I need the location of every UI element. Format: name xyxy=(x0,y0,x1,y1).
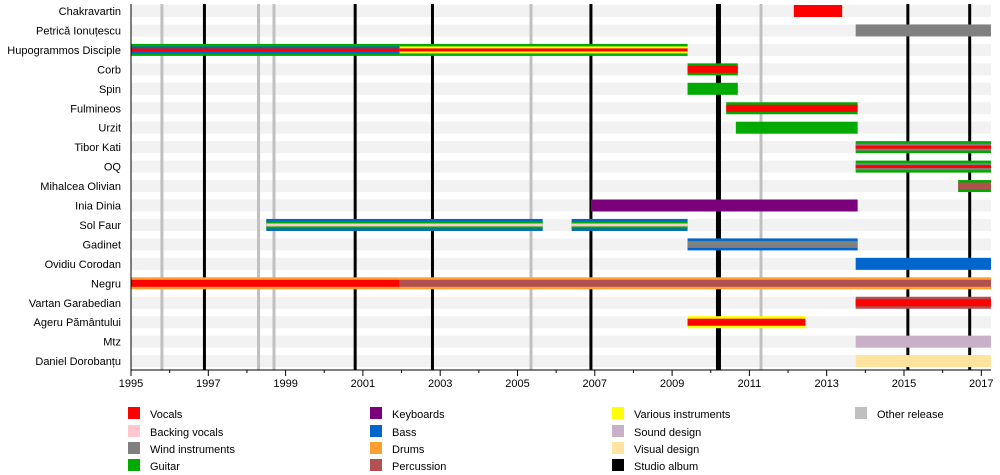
x-tick-label: 2015 xyxy=(892,378,916,390)
legend-swatch xyxy=(370,442,382,454)
legend-label: Percussion xyxy=(392,461,446,473)
x-tick-label: 1995 xyxy=(119,378,143,390)
x-tick-label: 2005 xyxy=(505,378,529,390)
member-label: Sol Faur xyxy=(79,220,121,232)
legend-label: Wind instruments xyxy=(150,444,235,456)
member-bar-percussion xyxy=(958,182,991,190)
member-bar-vocals xyxy=(855,299,991,307)
member-bar-backing-vocals xyxy=(266,223,543,227)
member-label: OQ xyxy=(104,162,122,174)
member-label: Tibor Kati xyxy=(74,142,121,154)
member-label: Negru xyxy=(91,278,121,290)
member-bar-guitar xyxy=(735,121,858,134)
legend-label: Bass xyxy=(392,427,417,439)
legend-swatch xyxy=(370,407,382,419)
legend-swatch xyxy=(612,407,624,419)
member-label: Gadinet xyxy=(82,239,121,251)
row-band xyxy=(131,63,991,76)
legend-swatch xyxy=(128,442,140,454)
row-band xyxy=(131,355,991,368)
row-band xyxy=(131,24,991,37)
legend-label: Various instruments xyxy=(634,409,731,421)
member-bar-visual-design xyxy=(855,355,991,368)
member-bar-vocals xyxy=(131,48,400,52)
member-label: Urzit xyxy=(98,123,121,135)
row-band xyxy=(131,82,991,95)
x-tick-label: 2009 xyxy=(660,378,684,390)
legend-swatch xyxy=(370,425,382,437)
row-band xyxy=(131,335,991,348)
member-bar-vocals xyxy=(131,279,400,287)
x-tick-label: 2007 xyxy=(583,378,607,390)
legend-label: Drums xyxy=(392,444,425,456)
member-bar-vocals xyxy=(726,104,858,112)
member-label: Corb xyxy=(97,64,121,76)
x-tick-label: 2011 xyxy=(738,378,762,390)
x-tick-label: 2017 xyxy=(969,378,993,390)
member-bar-keyboards xyxy=(590,199,858,212)
member-label: Mihalcea Olivian xyxy=(40,181,121,193)
legend-swatch xyxy=(370,459,382,471)
legend-swatch xyxy=(612,442,624,454)
row-band xyxy=(131,296,991,309)
member-bar-vocals xyxy=(687,318,806,326)
legend-swatch xyxy=(612,459,624,471)
member-label: Spin xyxy=(99,84,121,96)
member-bar-backing-vocals xyxy=(571,223,688,227)
member-label: Hupogrammos Disciple xyxy=(7,45,121,57)
member-label: Mtz xyxy=(103,337,121,349)
legend-label: Vocals xyxy=(150,409,183,421)
row-band xyxy=(131,160,991,173)
x-tick-label: 2001 xyxy=(351,378,375,390)
x-tick-label: 2003 xyxy=(428,378,452,390)
legend-swatch xyxy=(128,407,140,419)
member-bar-vocals xyxy=(793,5,843,17)
member-label: Daniel Dorobanțu xyxy=(35,356,121,368)
row-band xyxy=(131,5,991,17)
row-band xyxy=(131,141,991,154)
legend-label: Visual design xyxy=(634,444,699,456)
member-bar-vocals xyxy=(399,48,688,52)
legend-swatch xyxy=(128,459,140,471)
member-label: Fulmineos xyxy=(70,103,121,115)
legend-swatch xyxy=(855,407,867,419)
member-label: Inia Dinia xyxy=(75,201,122,213)
legend-swatch xyxy=(128,425,140,437)
member-bar-percussion xyxy=(399,279,991,287)
x-tick-label: 2013 xyxy=(814,378,838,390)
legend-label: Studio album xyxy=(634,461,698,473)
member-bar-vocals xyxy=(855,145,991,149)
member-bar-wind-instruments xyxy=(855,24,991,37)
legend-swatch xyxy=(612,425,624,437)
member-bar-vocals xyxy=(687,65,738,73)
legend-label: Sound design xyxy=(634,427,701,439)
member-bar-vocals xyxy=(855,165,991,169)
x-tick-label: 1997 xyxy=(196,378,220,390)
legend-label: Keyboards xyxy=(392,409,445,421)
member-bar-wind-instruments xyxy=(687,240,858,248)
member-label: Petrică Ionuțescu xyxy=(36,25,121,37)
legend-label: Backing vocals xyxy=(150,427,224,439)
member-bar-sound-design xyxy=(855,335,991,348)
member-label: Ageru Pământului xyxy=(34,317,121,329)
member-bar-guitar xyxy=(687,82,738,95)
legend-label: Other release xyxy=(877,409,944,421)
row-band xyxy=(131,180,991,193)
member-label: Chakravartin xyxy=(59,6,121,18)
row-band xyxy=(131,257,991,270)
legend-label: Guitar xyxy=(150,461,180,473)
member-label: Vartan Garabedian xyxy=(29,298,121,310)
member-label: Ovidiu Corodan xyxy=(45,259,121,271)
member-bar-bass xyxy=(855,257,991,270)
x-tick-label: 1999 xyxy=(273,378,297,390)
